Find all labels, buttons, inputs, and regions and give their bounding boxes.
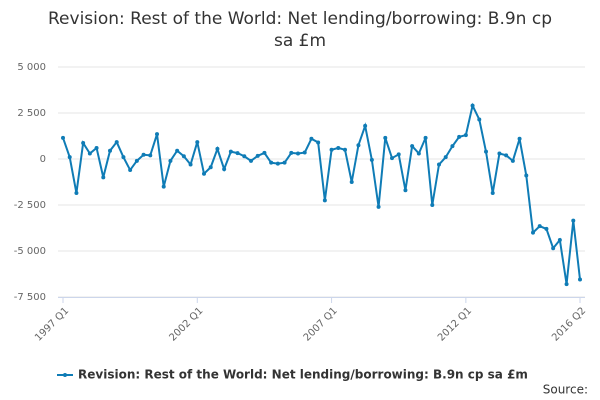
point: [101, 175, 106, 180]
point: [255, 153, 260, 158]
chart-title: Revision: Rest of the World: Net lending…: [48, 9, 552, 51]
point: [81, 140, 86, 145]
point: [403, 188, 408, 193]
legend-marker: [63, 373, 67, 377]
y-tick-label: 5 000: [17, 62, 46, 73]
point: [222, 167, 227, 172]
point: [336, 145, 341, 150]
point: [249, 158, 253, 163]
point: [497, 151, 502, 156]
point: [289, 150, 294, 155]
x-tick-label: 2016 Q2: [550, 305, 588, 343]
point: [309, 136, 314, 141]
series-line: [62, 102, 581, 285]
point: [242, 154, 247, 159]
point: [470, 103, 475, 108]
point: [175, 148, 180, 153]
point: [544, 226, 549, 231]
point: [504, 153, 509, 158]
point: [322, 198, 327, 203]
point: [531, 230, 535, 235]
point: [302, 150, 307, 155]
point: [564, 282, 569, 287]
point: [181, 154, 186, 159]
point: [121, 155, 126, 160]
legend-text: Revision: Rest of the World: Net lending…: [78, 368, 528, 382]
point: [215, 146, 220, 151]
point: [61, 135, 65, 140]
point: [557, 237, 562, 242]
point: [134, 158, 139, 163]
point: [262, 150, 267, 155]
point: [296, 151, 300, 156]
y-tick-label: -7 500: [14, 292, 46, 303]
point: [551, 246, 556, 251]
point: [282, 160, 287, 165]
source: Source:: [543, 383, 588, 397]
x-tick-label: 2002 Q1: [167, 305, 205, 343]
point: [457, 134, 462, 139]
point: [114, 140, 119, 145]
point: [343, 147, 347, 152]
point: [396, 152, 401, 157]
point: [235, 151, 240, 156]
x-tick-label: 1997 Q1: [33, 305, 71, 343]
point: [369, 157, 374, 162]
point: [484, 149, 488, 154]
point: [316, 140, 321, 145]
point: [275, 161, 280, 166]
point: [423, 135, 428, 140]
point: [74, 191, 79, 196]
point: [87, 151, 92, 156]
point: [363, 123, 368, 128]
point: [383, 135, 388, 140]
y-tick-label: -2 500: [14, 200, 46, 211]
point: [141, 152, 146, 157]
point: [477, 117, 482, 122]
point: [517, 136, 522, 141]
point: [376, 204, 381, 209]
point: [188, 162, 193, 167]
point: [510, 158, 515, 163]
legend-item: Revision: Rest of the World: Net lending…: [57, 368, 528, 382]
y-tick-label: 2 500: [17, 108, 46, 119]
point: [148, 153, 153, 158]
point: [329, 147, 334, 152]
point: [524, 173, 529, 178]
point: [108, 148, 112, 153]
y-tick-label: -5 000: [14, 246, 46, 257]
point: [463, 133, 468, 138]
point: [269, 160, 274, 165]
x-tick-label: 2012 Q1: [436, 305, 474, 343]
point: [161, 184, 166, 189]
point: [168, 158, 173, 163]
point: [390, 156, 394, 161]
point: [202, 171, 206, 176]
point: [416, 151, 421, 156]
point: [356, 143, 361, 148]
point: [228, 149, 233, 154]
point: [94, 145, 99, 150]
point: [195, 140, 200, 145]
point: [490, 191, 495, 196]
point: [67, 155, 72, 160]
point: [208, 165, 213, 170]
point: [537, 224, 542, 229]
point: [571, 218, 576, 223]
point: [450, 144, 455, 149]
point: [443, 155, 448, 160]
point: [578, 277, 582, 282]
point: [155, 132, 159, 137]
point: [430, 203, 435, 207]
point: [349, 180, 354, 184]
point: [128, 168, 133, 173]
point: [437, 162, 441, 167]
y-tick-label: 0: [40, 154, 46, 165]
point: [410, 144, 415, 149]
x-tick-label: 2007 Q1: [302, 305, 340, 343]
